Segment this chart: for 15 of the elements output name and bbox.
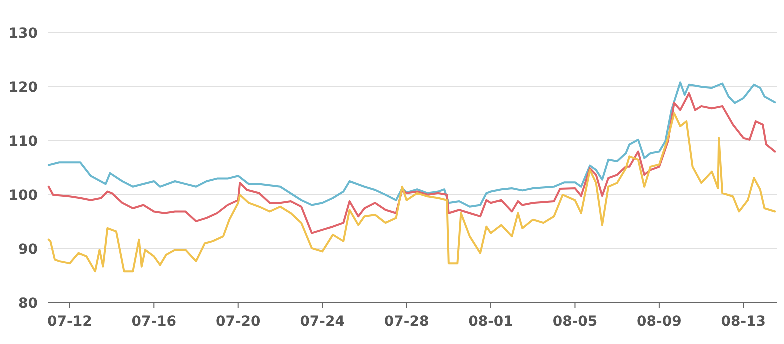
y-tick-label: 130	[8, 26, 38, 42]
x-tick-label: 08-05	[552, 314, 598, 330]
x-tick-label: 08-01	[468, 314, 514, 330]
x-tick-label: 08-13	[721, 314, 766, 330]
y-tick-label: 80	[18, 296, 38, 312]
y-tick-label: 90	[18, 242, 38, 258]
x-tick-label: 07-20	[216, 314, 262, 330]
x-tick-label: 07-24	[300, 314, 346, 330]
x-tick-label: 07-16	[132, 314, 177, 330]
x-tick-label: 07-12	[48, 314, 92, 330]
y-tick-label: 100	[8, 188, 38, 204]
y-tick-label: 110	[8, 134, 38, 150]
x-tick-label: 07-28	[384, 314, 430, 330]
y-tick-label: 120	[8, 80, 38, 96]
x-tick-label: 08-09	[637, 314, 682, 330]
